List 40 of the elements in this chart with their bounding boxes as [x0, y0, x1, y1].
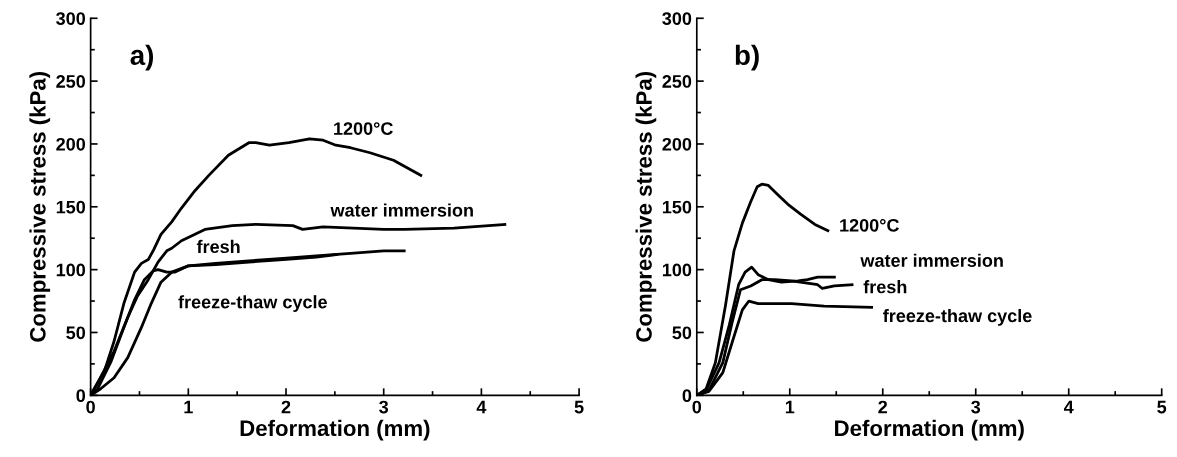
series-label: fresh	[863, 280, 907, 294]
x-tick-label: 2	[281, 400, 291, 414]
y-tick-label: 150	[56, 200, 86, 214]
y-tick-label: 100	[662, 263, 692, 277]
x-axis-title: Deformation (mm)	[835, 419, 1024, 441]
x-tick-label: 1	[184, 400, 193, 414]
y-tick-label: 250	[56, 75, 86, 88]
x-tick-label: 1	[785, 400, 795, 414]
y-tick-label: 250	[662, 75, 692, 88]
x-tick-label: 2	[878, 400, 888, 414]
y-axis-title: Compressive stress (kPa)	[635, 72, 657, 342]
x-tick-label: 3	[971, 400, 981, 414]
x-tick-label: 5	[1157, 400, 1167, 414]
x-tick-label: 5	[574, 400, 584, 414]
text: b)	[735, 44, 759, 71]
y-tick-label: 50	[672, 326, 692, 340]
x-tick-label: 0	[86, 400, 95, 414]
series-label: water immersion	[330, 203, 473, 217]
y-tick-label: 200	[56, 137, 86, 151]
text: a)	[130, 44, 154, 71]
y-tick-label: 100	[56, 263, 86, 277]
y-tick-label: 300	[662, 12, 692, 26]
y-tick-label: 0	[76, 389, 86, 403]
x-tick-label: 4	[476, 400, 487, 414]
y-tick-label: 0	[682, 389, 692, 403]
series-label: 1200°C	[334, 122, 393, 135]
x-axis-title: Deformation (mm)	[240, 419, 430, 441]
series-label: water immersion	[860, 253, 1003, 267]
series-label: fresh	[196, 239, 240, 254]
y-tick-label: 150	[662, 200, 692, 214]
x-tick-label: 3	[379, 400, 389, 414]
series-label: 1200°C	[840, 218, 899, 232]
x-tick-label: 0	[692, 400, 702, 414]
series-label: freeze-thaw cycle	[883, 308, 1032, 326]
y-tick-label: 300	[56, 12, 86, 26]
x-tick-label: 4	[1063, 400, 1074, 414]
y-tick-label: 50	[66, 326, 86, 340]
y-axis-title: Compressive stress (kPa)	[29, 72, 51, 342]
series-label: freeze-thaw cycle	[178, 295, 327, 312]
y-tick-label: 200	[662, 137, 692, 151]
